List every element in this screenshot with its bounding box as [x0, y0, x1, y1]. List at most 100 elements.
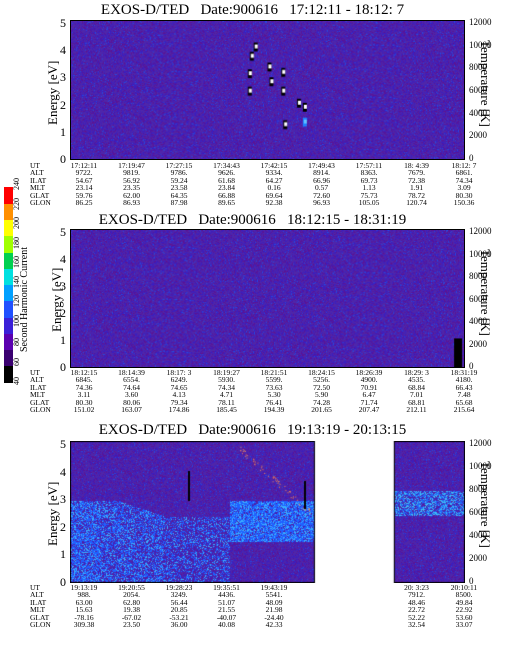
table-cell: 7679.	[408, 168, 425, 178]
table-cell: 23.35	[123, 183, 140, 193]
table-row: GLAT 59.76 62.00 64.35 66.88 69.64 72.60 75.73 7…	[0, 190, 505, 200]
table-cell: 86.25	[75, 198, 93, 207]
table-cell: 3249.	[170, 590, 188, 600]
table-cell: 36.00	[170, 620, 188, 629]
table-cell: 72.50	[313, 382, 330, 392]
row-label: ALT	[30, 590, 44, 600]
table-cell: 17:27:15	[165, 161, 193, 170]
table-cell: 79.34	[170, 397, 188, 407]
y2-tick-label: 2000	[469, 338, 487, 349]
table-cell: 17:57:11	[355, 161, 383, 170]
table-cell: 5541.	[265, 590, 283, 600]
table-cell: 80.06	[123, 397, 140, 407]
table-cell: 7.01	[409, 390, 424, 400]
table-cell: 18:21:51	[260, 368, 288, 377]
table-cell: 4.71	[219, 390, 234, 400]
table-cell: 69.64	[265, 190, 283, 200]
table-row: GLON 309.38 23.50 36.00 40.08 42.33 32.54 33.07	[0, 621, 505, 629]
y2-tick-label: 12000	[469, 17, 492, 27]
table-cell: 3.11	[77, 390, 91, 400]
row-label: ILAT	[30, 382, 47, 392]
panel-3-plot	[70, 441, 465, 583]
y2-tick-label: 8000	[469, 484, 487, 494]
table-cell: 22.72	[408, 605, 425, 615]
table-cell: 21.55	[218, 605, 235, 615]
table-cell: 66.96	[313, 175, 330, 185]
y2-tick-label: 4000	[469, 107, 487, 118]
table-cell: 78.11	[218, 397, 235, 407]
table-cell: 18:24:15	[308, 368, 335, 377]
table-cell: -53.21	[169, 612, 189, 622]
table-cell: 21.98	[265, 605, 283, 615]
table-cell: 18: 4:39	[404, 161, 429, 170]
table-cell: 68.81	[408, 397, 425, 407]
table-cell: 80.30	[455, 190, 473, 200]
y2-tick-label: 4000	[469, 316, 487, 326]
table-cell: 201.65	[311, 405, 332, 414]
y-tick-label: 5	[60, 16, 66, 30]
table-cell: 6.47	[362, 390, 376, 400]
row-label: MLT	[30, 183, 46, 193]
table-cell: 17:34:43	[213, 161, 240, 170]
table-cell: 5256.	[313, 375, 330, 385]
table-cell: 9626.	[218, 168, 235, 178]
table-cell: 86.93	[123, 198, 140, 207]
table-row: ALT 9722. 9819. 9786. 9626. 9334. 8914. 8363. 76…	[0, 169, 505, 177]
table-cell: 18:14:39	[118, 368, 145, 377]
table-row: MLT 23.14 23.35 23.58 23.84 0.16 0.57 1.13 1.91 3…	[0, 184, 505, 192]
table-cell: 23.14	[75, 183, 93, 193]
table-cell: 120.74	[406, 198, 427, 207]
y-tick-label: 5	[60, 437, 66, 451]
table-cell: 64.35	[170, 190, 188, 200]
table-cell: 215.64	[453, 405, 475, 414]
table-cell: 59.76	[75, 190, 93, 200]
table-cell: 69.73	[360, 175, 378, 185]
table-cell: 18:29: 3	[404, 368, 429, 377]
table-cell: 54.67	[75, 175, 93, 185]
table-cell: 23.84	[218, 183, 235, 193]
y-tick-label: 0	[60, 152, 66, 166]
table-cell: 66.43	[455, 382, 473, 392]
table-row: UT 19:13:19 19:20:55 19:28:23 19:35:51 19:43:…	[0, 584, 505, 592]
colorbar-segment	[4, 187, 13, 204]
y-tick-label: 3	[60, 70, 66, 85]
table-cell: 185.45	[216, 405, 237, 414]
colorbar-segment	[4, 203, 13, 220]
table-cell: 5.90	[314, 390, 329, 400]
table-row: GLAT -78.16 -67.02 -53.21 -40.07 -24.40 52.22 5…	[0, 612, 505, 622]
colorbar-segment	[4, 365, 13, 383]
table-row: GLON 86.25 86.93 87.98 89.65 92.38 96.93 105.05…	[0, 199, 505, 207]
row-label: MLT	[30, 605, 46, 615]
table-cell: -40.07	[216, 612, 237, 622]
table-cell: 78.72	[408, 190, 425, 200]
table-cell: 76.41	[265, 397, 283, 407]
table-cell: 70.91	[360, 382, 378, 392]
table-cell: 74.28	[313, 397, 330, 407]
table-cell: 48.46	[408, 597, 425, 607]
row-label: GLON	[30, 620, 51, 629]
table-cell: 3.09	[457, 183, 471, 193]
table-cell: 96.93	[313, 198, 330, 207]
colorbar	[4, 187, 13, 383]
table-cell: 9722.	[75, 168, 93, 178]
table-cell: 212.11	[406, 405, 427, 414]
table-cell: 8500.	[455, 590, 473, 600]
table-cell: 56.44	[170, 597, 188, 607]
y-tick-label: 1	[60, 547, 66, 562]
table-row: GLAT 80.30 80.06 79.34 78.11 76.41 74.28 71.74 6…	[0, 397, 505, 407]
row-label: ALT	[30, 168, 44, 178]
table-cell: 3.60	[124, 390, 139, 400]
table-cell: 988.	[77, 590, 91, 600]
table-cell: 56.92	[123, 175, 140, 185]
panel-2-ylabel: Energy [eV]	[49, 267, 64, 332]
y-tick-label: 4	[60, 252, 66, 266]
table-cell: 18:12:15	[70, 368, 98, 377]
table-cell: 5.30	[267, 390, 281, 400]
table-cell: 19:43:19	[260, 583, 288, 592]
table-cell: 19:28:23	[165, 583, 193, 592]
table-cell: 4180.	[455, 375, 473, 385]
y-tick-label: 4	[60, 464, 66, 479]
panel-2-spectrogram	[71, 230, 464, 367]
panel-3-spectrogram	[70, 441, 465, 583]
row-label: GLON	[30, 405, 51, 414]
